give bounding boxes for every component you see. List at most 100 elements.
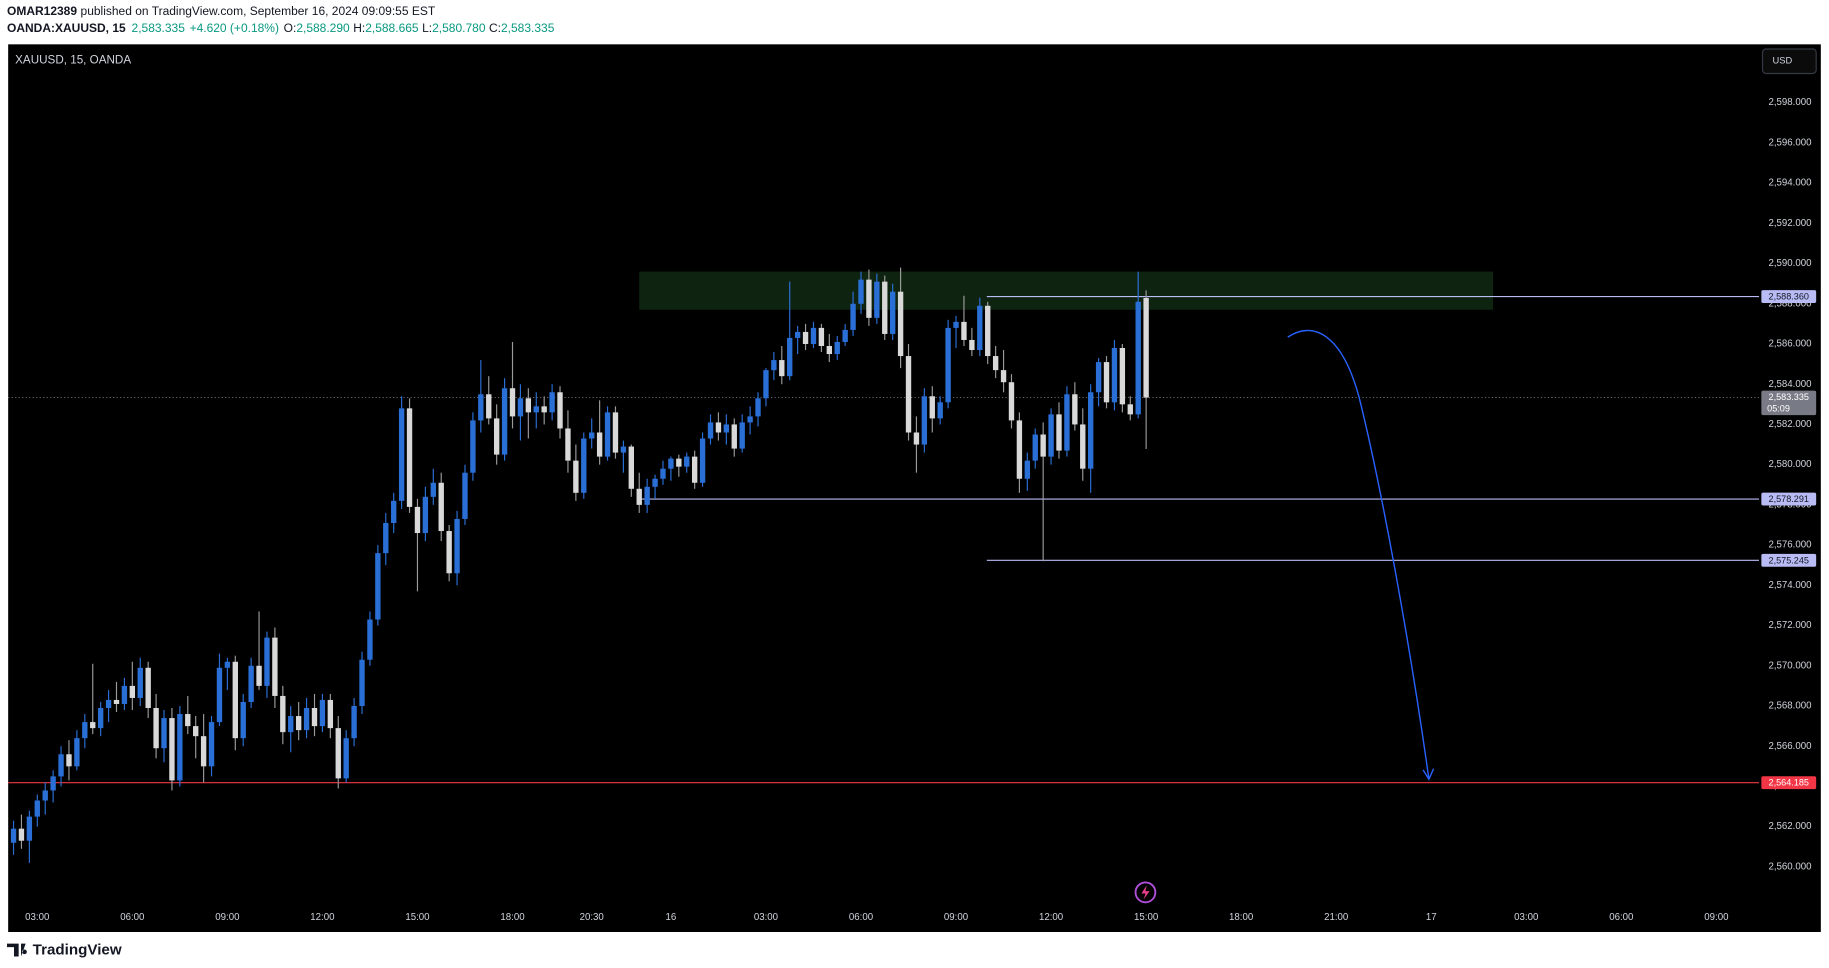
y-tick-label: 2,592.000 <box>1768 218 1811 229</box>
change: +4.620 (+0.18%) <box>190 21 279 35</box>
candle-body <box>763 370 769 399</box>
candle-body <box>153 708 159 749</box>
candle-body <box>256 665 262 686</box>
candle-body <box>589 432 595 439</box>
candle-body <box>470 420 476 473</box>
candle-body <box>604 412 611 457</box>
candle-body <box>818 327 825 347</box>
candle-body <box>541 406 547 413</box>
candle-body <box>549 392 555 413</box>
candle-body <box>90 722 96 729</box>
candle-body <box>26 816 33 841</box>
replay-icon[interactable] <box>1134 881 1157 904</box>
candle-body <box>430 482 436 497</box>
candle-body <box>193 726 199 737</box>
candle-body <box>200 736 207 767</box>
candle-body <box>1095 362 1102 393</box>
x-tick-label: 16 <box>666 912 677 923</box>
candle-body <box>1119 348 1126 405</box>
candle-body <box>50 776 56 791</box>
candle-body <box>557 392 563 429</box>
candle-body <box>161 718 167 749</box>
candle-body <box>573 460 579 493</box>
high-label: H: <box>353 21 365 35</box>
candle-body <box>1008 382 1015 421</box>
candle-body <box>929 396 935 419</box>
level-label: 2,564.185 <box>1769 778 1809 788</box>
candle-body <box>359 659 365 706</box>
candle-body <box>478 394 484 421</box>
candle-body <box>58 754 64 777</box>
candle-body <box>953 321 959 328</box>
candle-body <box>351 705 357 739</box>
x-tick-label: 03:00 <box>754 912 778 923</box>
y-tick-label: 2,570.000 <box>1768 660 1811 671</box>
candle-body <box>913 432 920 445</box>
forecast-arrow-head <box>1422 768 1435 781</box>
candle-body <box>82 722 88 739</box>
candle-body <box>810 327 817 344</box>
level-label-box <box>1761 776 1817 790</box>
candle-body <box>1103 362 1110 403</box>
level-label: 2,578.291 <box>1769 494 1809 504</box>
x-tick-label: 06:00 <box>120 912 144 923</box>
candle-body <box>739 422 745 449</box>
candle-body <box>343 738 349 779</box>
candle-body <box>493 418 500 455</box>
x-tick-label: 18:00 <box>1229 912 1253 923</box>
x-tick-label: 20:30 <box>580 912 604 923</box>
candle-body <box>66 754 72 767</box>
candle-body <box>882 281 888 334</box>
candle-body <box>1048 414 1054 457</box>
candle-body <box>248 665 254 702</box>
y-tick-label: 2,562.000 <box>1768 821 1811 832</box>
candle-body <box>1080 424 1086 469</box>
candle-body <box>850 303 856 330</box>
low: 2,580.780 <box>432 21 486 35</box>
candle-body <box>34 800 40 817</box>
candle-body <box>644 486 650 505</box>
candle-body <box>1032 434 1038 461</box>
candle-body <box>375 553 381 620</box>
currency-label[interactable]: USD <box>1772 56 1792 66</box>
open-label: O: <box>284 21 297 35</box>
y-tick-label: 2,572.000 <box>1768 620 1811 631</box>
candle-body <box>897 291 904 357</box>
candle-body <box>272 637 278 696</box>
candle-body <box>335 728 341 779</box>
candle-body <box>367 619 373 660</box>
currency-button[interactable] <box>1761 48 1817 75</box>
candle-body <box>438 482 444 532</box>
candle-body <box>414 506 421 534</box>
replay-icon-bolt[interactable] <box>1141 885 1150 900</box>
candle-body <box>652 478 658 487</box>
candle-body <box>280 695 286 733</box>
candle-body <box>937 402 943 419</box>
author: OMAR12389 <box>7 4 77 18</box>
candle-body <box>1024 460 1031 479</box>
x-tick-label: 03:00 <box>25 912 49 923</box>
candle-body <box>612 412 619 453</box>
candle-body <box>169 718 175 781</box>
candle-body <box>921 396 928 445</box>
high: 2,588.665 <box>365 21 419 35</box>
price: 2,583.335 <box>132 21 186 35</box>
candle-body <box>422 496 429 534</box>
y-tick-label: 2,568.000 <box>1768 701 1811 712</box>
header-line-1: OMAR12389 published on TradingView.com, S… <box>7 4 436 18</box>
levels-layer <box>8 295 1760 784</box>
y-tick-label: 2,560.000 <box>1768 861 1811 872</box>
candle-body <box>620 446 627 453</box>
candle-body <box>747 416 753 423</box>
y-tick-label: 2,576.000 <box>1768 540 1811 551</box>
candle-body <box>826 346 832 355</box>
candle-body <box>462 472 468 519</box>
candle-body <box>446 531 452 574</box>
candle-body <box>691 456 698 483</box>
level-label: 2,575.245 <box>1769 555 1809 565</box>
candle-body <box>992 356 999 371</box>
candle-body <box>866 279 872 318</box>
candle-body <box>699 438 706 483</box>
candle-body <box>454 518 460 574</box>
